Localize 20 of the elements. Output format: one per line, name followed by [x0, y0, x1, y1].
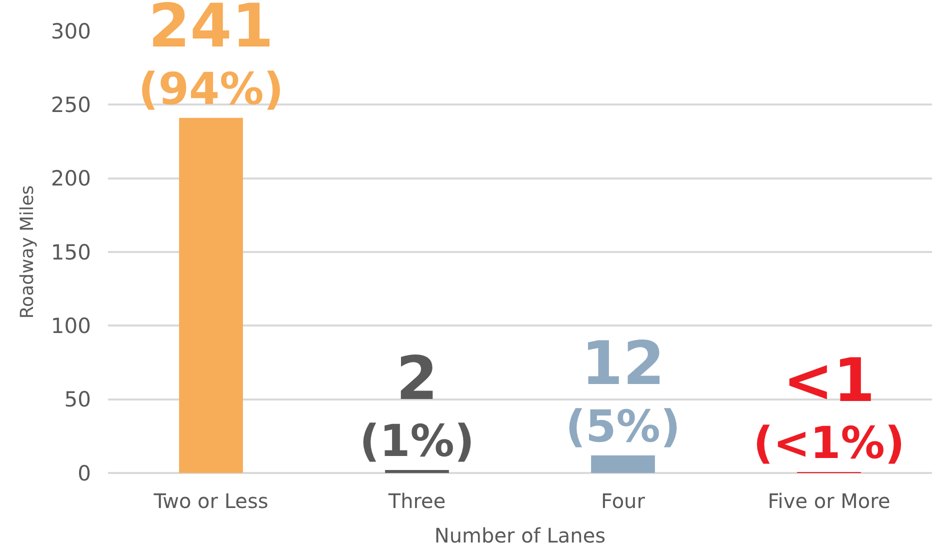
- x-tick-label: Five or More: [768, 489, 890, 513]
- y-tick-label: 50: [64, 388, 91, 412]
- x-tick-label: Four: [601, 489, 646, 513]
- y-tick-label: 100: [50, 314, 91, 338]
- data-label: 2 (1%): [360, 344, 474, 468]
- data-label: 12 (5%): [566, 329, 680, 452]
- x-tick-label: Two or Less: [152, 489, 268, 513]
- data-label: <1 (<1%): [753, 346, 905, 469]
- y-tick-label: 250: [50, 93, 91, 118]
- bar: [179, 118, 243, 473]
- data-label: 241 (94%): [138, 0, 284, 115]
- y-tick-label: 150: [50, 240, 91, 264]
- x-tick-label: Three: [387, 489, 446, 513]
- y-tick-label: 0: [78, 461, 91, 486]
- y-axis-title: Roadway Miles: [17, 185, 38, 319]
- y-tick-label: 300: [50, 19, 91, 44]
- bar: [591, 455, 655, 473]
- bar: [385, 470, 449, 473]
- y-tick-label: 200: [50, 166, 91, 191]
- x-axis-title: Number of Lanes: [434, 524, 606, 548]
